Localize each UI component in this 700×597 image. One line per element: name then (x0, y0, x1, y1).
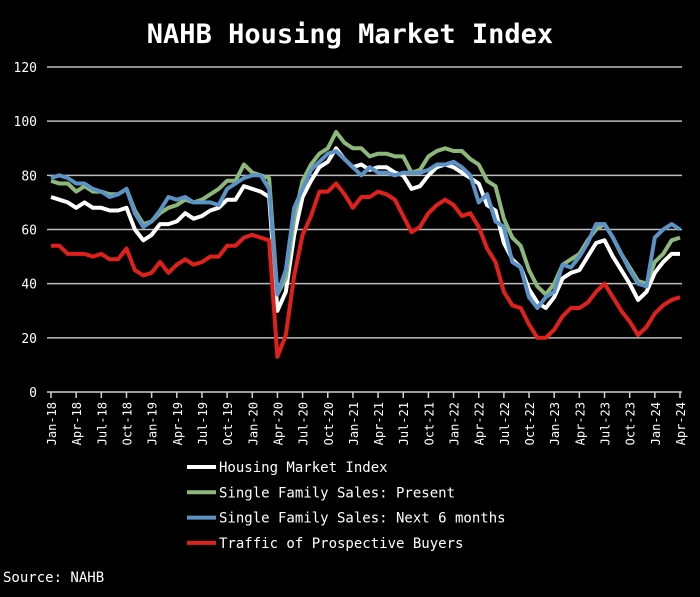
x-tick-label: Apr-18 (70, 402, 84, 445)
y-tick-label: 120 (14, 61, 37, 76)
y-tick-label: 40 (21, 278, 37, 293)
legend-label: Single Family Sales: Next 6 months (219, 511, 506, 527)
y-tick-label: 80 (21, 169, 37, 184)
x-tick-label: Apr-24 (674, 402, 688, 445)
x-tick-label: Apr-20 (271, 402, 285, 445)
x-tick-label: Jan-18 (45, 402, 59, 445)
x-tick-label: Oct-23 (624, 402, 638, 445)
source-note: Source: NAHB (3, 570, 104, 586)
gridlines (47, 66, 682, 393)
x-tick-label: Jan-24 (649, 402, 663, 445)
x-tick-label: Oct-18 (120, 402, 134, 445)
x-tick-label: Jul-18 (95, 402, 109, 445)
series-line-housing-market-index (50, 146, 680, 313)
x-tick-label: Jul-21 (397, 402, 411, 445)
series-line-traffic-of-prospective-buyers (51, 181, 681, 359)
x-tick-label: Oct-20 (322, 402, 336, 445)
x-tick-label: Apr-19 (171, 402, 185, 445)
x-tick-label: Jul-22 (498, 402, 512, 445)
legend-label: Single Family Sales: Present (219, 485, 455, 501)
chart-title: NAHB Housing Market Index (147, 19, 553, 50)
x-tick-label: Oct-22 (523, 402, 537, 445)
x-tick-label: Apr-23 (573, 402, 587, 445)
x-tick-label: Apr-21 (372, 402, 386, 445)
x-tick-label: Jan-21 (347, 402, 361, 445)
x-tick-label: Oct-21 (422, 402, 436, 445)
y-tick-label: 60 (21, 224, 37, 239)
y-axis-ticks: 0 20 40 60 80 100 120 (14, 61, 37, 401)
x-tick-label: Jul-20 (297, 402, 311, 445)
x-tick-label: Jan-23 (548, 402, 562, 445)
series-line-single-family-sales-present (50, 130, 681, 297)
series-line-single-family-sales-next-6-months (50, 149, 682, 310)
x-tick-label: Jan-19 (146, 402, 160, 445)
x-tick-label: Jul-19 (196, 402, 210, 445)
series-lines (50, 130, 682, 359)
x-tick-label: Apr-22 (473, 402, 487, 445)
legend-label: Traffic of Prospective Buyers (219, 536, 463, 552)
y-tick-label: 100 (14, 115, 37, 130)
legend: Housing Market Index Single Family Sales:… (187, 460, 506, 552)
y-tick-label: 0 (29, 386, 37, 401)
legend-label: Housing Market Index (219, 460, 388, 476)
x-axis: Jan-18 Apr-18 Jul-18 Oct-18 Jan-19 Apr-19 Jul-… (45, 392, 688, 445)
x-tick-label: Jan-20 (246, 402, 260, 445)
x-tick-label: Jan-22 (448, 402, 462, 445)
x-tick-label: Oct-19 (221, 402, 235, 445)
y-tick-label: 20 (21, 332, 37, 347)
x-tick-label: Jul-23 (599, 402, 613, 445)
